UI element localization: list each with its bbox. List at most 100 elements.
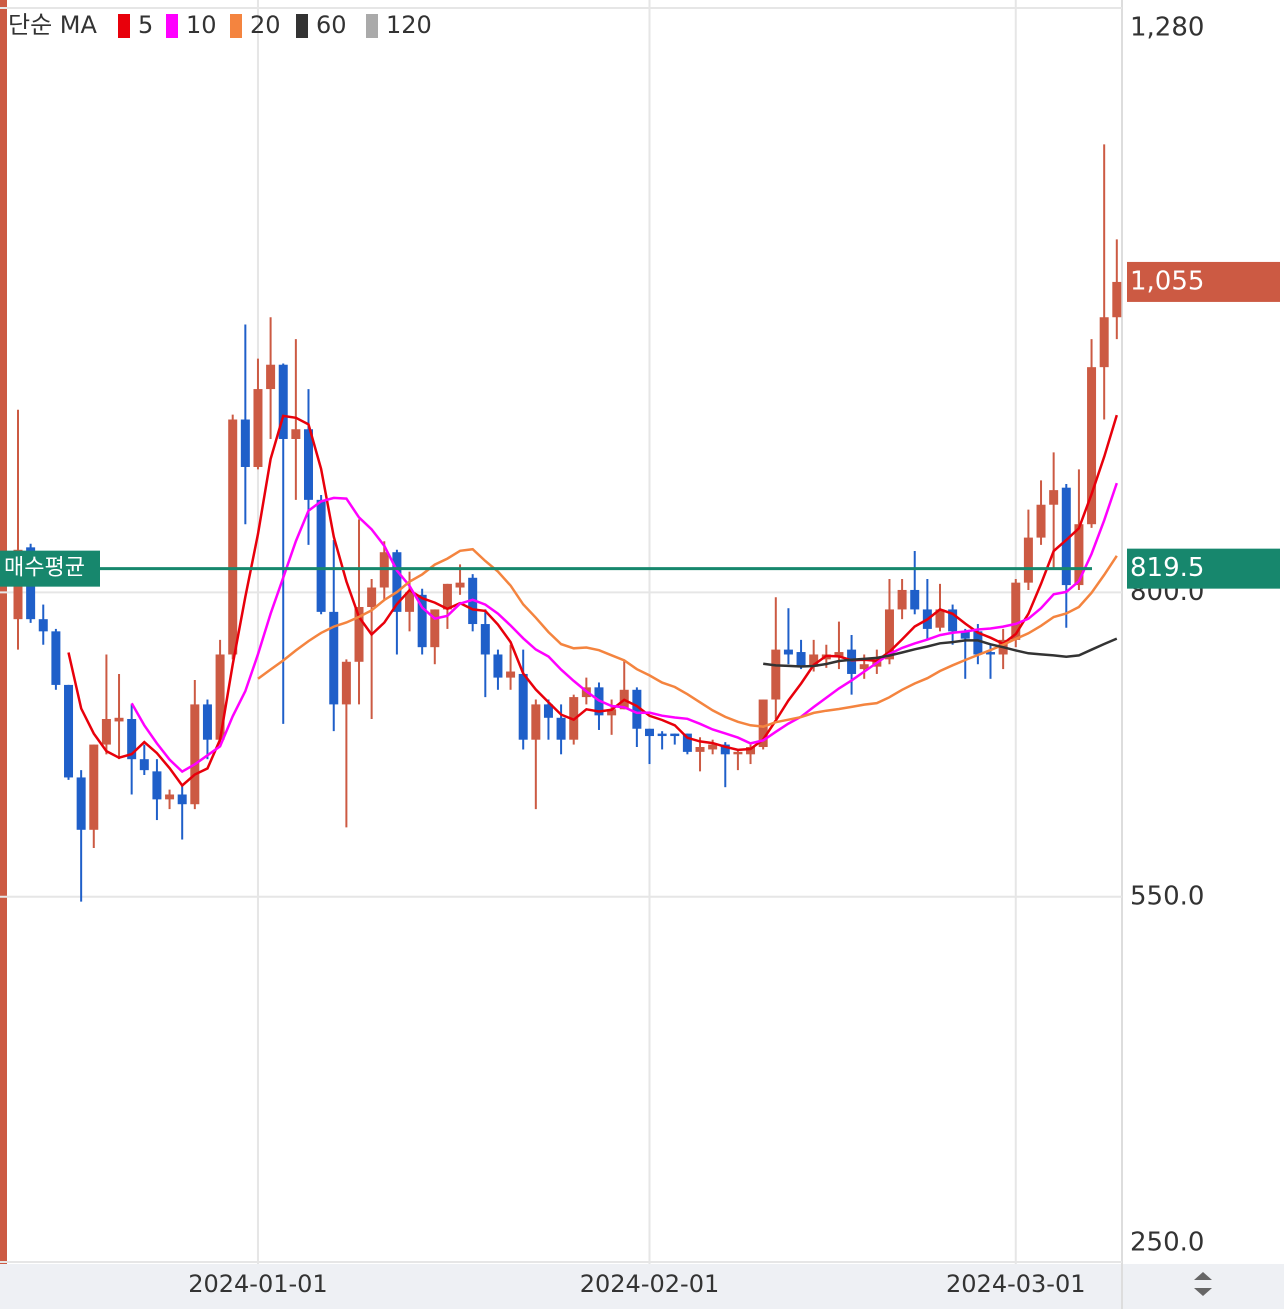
x-tick-label: 2024-02-01 (580, 1270, 719, 1298)
x-tick-label: 2024-01-01 (188, 1270, 327, 1298)
candle-body (215, 654, 225, 740)
candle-body (51, 631, 61, 685)
candle-body (897, 589, 907, 610)
legend-label: 120 (386, 11, 432, 39)
candle-body (316, 499, 326, 612)
legend-label: 10 (186, 11, 217, 39)
ma-line (763, 637, 1118, 668)
candle-body (354, 606, 364, 662)
x-tick-label: 2024-03-01 (946, 1270, 1085, 1298)
y-tick-label: 550.0 (1130, 881, 1204, 911)
candle-body (632, 689, 642, 729)
avg-value-label: 819.5 (1130, 553, 1204, 583)
legend-swatch (366, 14, 378, 38)
candle-body (973, 631, 983, 655)
candle-body (720, 744, 730, 755)
candle-body (253, 389, 263, 467)
candle-body (670, 733, 680, 737)
last-price-label: 1,055 (1130, 266, 1204, 296)
candle-body (38, 619, 48, 632)
candle-body (392, 552, 402, 612)
candle-body (1049, 490, 1059, 505)
candle-body (417, 594, 427, 648)
candle-body (506, 671, 516, 678)
candle-body (228, 419, 238, 655)
legend-swatch (166, 14, 178, 38)
candle-body (986, 652, 996, 655)
candle-body (645, 728, 654, 737)
y-tick-label: 250.0 (1130, 1228, 1204, 1258)
candle-body (834, 652, 844, 657)
avg-value-box (1127, 548, 1280, 589)
scale-toggle-icon[interactable] (1194, 1272, 1212, 1296)
candle-body (948, 609, 958, 632)
candle-body (796, 652, 806, 667)
candle-body (771, 649, 781, 700)
candle-body (64, 684, 74, 778)
legend-title: 단순 MA (8, 11, 97, 39)
legend-swatch (230, 14, 242, 38)
candle-body (367, 587, 377, 607)
candle-body (190, 704, 200, 805)
plot-area (0, 0, 1122, 1264)
candle-body (607, 709, 617, 716)
candle-body (847, 649, 857, 674)
candle-body (1061, 487, 1071, 586)
candle-body (531, 704, 541, 740)
ma-line (67, 414, 1118, 788)
candle-body (809, 654, 819, 667)
candle-body (177, 794, 187, 805)
candle-body (278, 364, 288, 439)
candle-body (884, 609, 894, 660)
candle-body (442, 583, 452, 610)
candle-body (303, 429, 313, 500)
candle-body (695, 747, 705, 752)
candle-body (291, 429, 301, 439)
candle-body (758, 699, 768, 748)
candle-body (139, 759, 149, 771)
candle-body (910, 589, 920, 610)
ma-line (257, 547, 1118, 728)
candle-body (114, 717, 124, 722)
candle-body (1036, 504, 1046, 538)
avg-label: 매수평균 (4, 556, 85, 581)
candle-body (1023, 537, 1033, 583)
candle-body (960, 631, 970, 639)
candle-body (493, 654, 503, 678)
candle-body (89, 744, 99, 830)
candle-body (657, 733, 667, 737)
candle-body (266, 364, 276, 390)
candle-body (101, 719, 111, 745)
edge-candle (0, 0, 7, 1264)
legend-swatch (118, 14, 130, 38)
candle-body (859, 664, 869, 670)
legend-label: 60 (316, 11, 347, 39)
candle-body (518, 673, 528, 740)
candle-body (152, 771, 162, 800)
candle-body (329, 611, 339, 705)
candle-body (935, 609, 945, 628)
x-axis-strip (0, 1264, 1284, 1309)
candle-body (733, 751, 743, 755)
candle-body (746, 747, 756, 755)
candle-body (1087, 367, 1097, 525)
legend-swatch (296, 14, 308, 38)
ma-line (130, 482, 1118, 774)
candle-body (783, 649, 793, 655)
last-price-box (1127, 261, 1280, 302)
candle-body (202, 704, 212, 740)
candle-body (341, 661, 351, 705)
candle-body (240, 419, 250, 467)
candle-body (682, 733, 692, 752)
legend-label: 20 (250, 11, 281, 39)
legend-label: 5 (138, 11, 153, 39)
candle-body (480, 624, 490, 655)
candle-body (430, 609, 440, 648)
candle-body (543, 704, 553, 718)
y-tick-label: 1,280 (1130, 13, 1204, 43)
candle-body (556, 717, 566, 740)
candle-body (405, 592, 415, 612)
